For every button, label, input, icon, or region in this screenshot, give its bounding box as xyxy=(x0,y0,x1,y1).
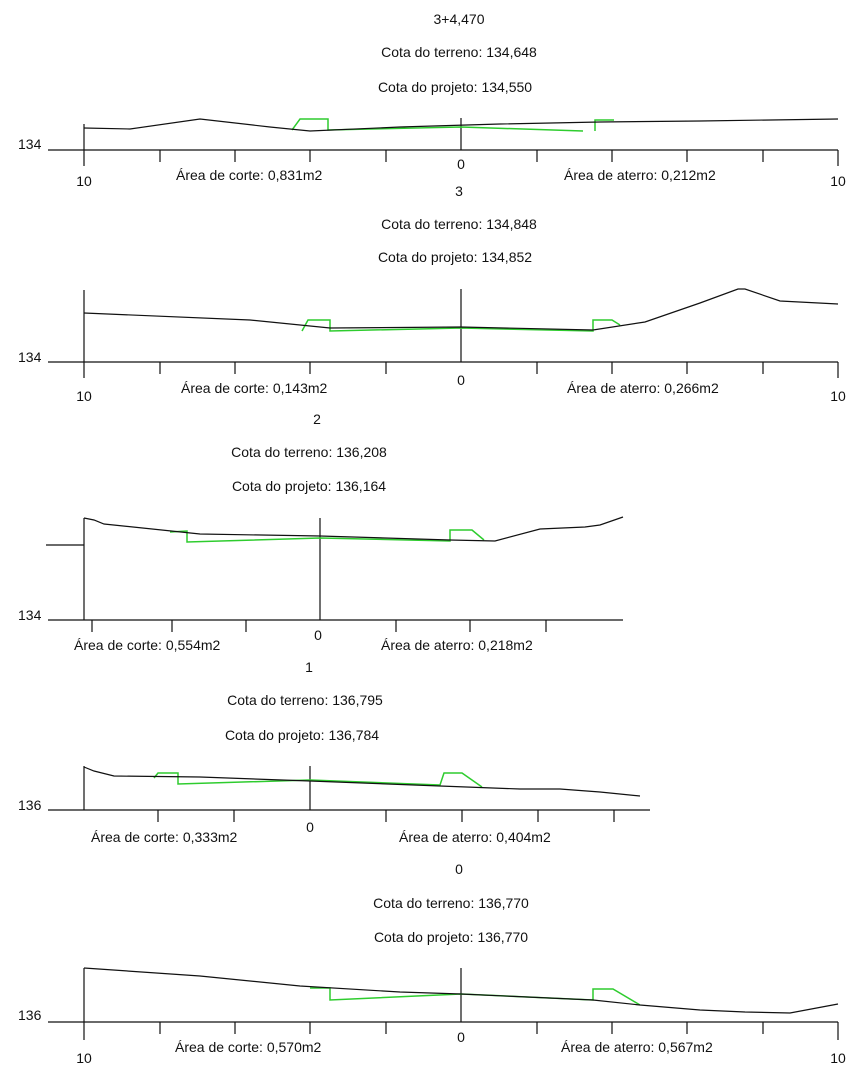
offset-left-label: 10 xyxy=(76,388,92,404)
station-label: 3+4,470 xyxy=(434,11,485,27)
offset-right-label: 10 xyxy=(830,388,846,404)
datum-elevation-label: 134 xyxy=(18,136,42,152)
terrain-elevation-label: Cota do terreno: 136,770 xyxy=(373,895,529,911)
offset-center-label: 0 xyxy=(306,819,314,835)
station-label: 3 xyxy=(455,183,463,199)
offset-center-label: 0 xyxy=(457,1029,465,1045)
datum-elevation-label: 136 xyxy=(18,797,42,813)
section-2: 2 Cota do terreno: 136,208 Cota do proje… xyxy=(18,411,624,653)
fill-area-label: Área de aterro: 0,218m2 xyxy=(381,637,533,653)
design-profile xyxy=(301,319,621,332)
cut-area-label: Área de corte: 0,554m2 xyxy=(74,637,221,653)
terrain-profile xyxy=(83,516,624,542)
cut-area-label: Área de corte: 0,570m2 xyxy=(175,1039,322,1055)
datum-elevation-label: 134 xyxy=(18,607,42,623)
station-ticks xyxy=(83,289,839,378)
offset-center-label: 0 xyxy=(314,627,322,643)
fill-area-label: Área de aterro: 0,567m2 xyxy=(561,1039,713,1055)
terrain-elevation-label: Cota do terreno: 136,208 xyxy=(231,444,387,460)
datum-elevation-label: 134 xyxy=(18,349,42,365)
offset-right-label: 10 xyxy=(830,1050,846,1066)
terrain-profile xyxy=(83,967,839,1014)
station-ticks xyxy=(83,968,839,1040)
section-3: 3 Cota do terreno: 134,848 Cota do proje… xyxy=(18,183,846,404)
terrain-profile xyxy=(83,118,839,132)
design-elevation-label: Cota do projeto: 134,550 xyxy=(378,79,532,95)
offset-center-label: 0 xyxy=(457,156,465,172)
design-profile xyxy=(291,118,584,132)
terrain-elevation-label: Cota do terreno: 136,795 xyxy=(227,692,383,708)
station-label: 2 xyxy=(313,411,321,427)
datum-elevation-label: 136 xyxy=(18,1007,42,1023)
offset-center-label: 0 xyxy=(457,372,465,388)
offset-left-label: 10 xyxy=(76,173,92,189)
station-ticks xyxy=(83,118,839,166)
section-0: 0 Cota do terreno: 136,770 Cota do proje… xyxy=(18,861,846,1066)
cut-area-label: Área de corte: 0,143m2 xyxy=(181,380,328,396)
station-label: 1 xyxy=(305,659,313,675)
cut-area-label: Área de corte: 0,333m2 xyxy=(91,829,238,845)
design-elevation-label: Cota do projeto: 136,770 xyxy=(374,929,528,945)
fill-area-label: Área de aterro: 0,212m2 xyxy=(564,167,716,183)
station-label: 0 xyxy=(455,861,463,877)
terrain-profile xyxy=(83,766,641,797)
offset-left-label: 10 xyxy=(76,1050,92,1066)
offset-right-label: 10 xyxy=(830,173,846,189)
terrain-elevation-label: Cota do terreno: 134,648 xyxy=(381,44,537,60)
section-1: 1 Cota do terreno: 136,795 Cota do proje… xyxy=(18,659,650,845)
cut-area-label: Área de corte: 0,831m2 xyxy=(176,167,323,183)
fill-area-label: Área de aterro: 0,266m2 xyxy=(567,380,719,396)
terrain-profile xyxy=(83,288,839,331)
section-3-4470: 3+4,470 Cota do terreno: 134,648 Cota do… xyxy=(18,11,846,189)
design-profile-right xyxy=(594,119,614,131)
design-elevation-label: Cota do projeto: 136,784 xyxy=(225,727,379,743)
station-ticks xyxy=(83,766,615,822)
fill-area-label: Área de aterro: 0,404m2 xyxy=(399,829,551,845)
station-ticks xyxy=(83,518,547,632)
design-profile xyxy=(310,987,641,1006)
design-profile xyxy=(153,772,483,788)
design-elevation-label: Cota do projeto: 134,852 xyxy=(378,249,532,265)
terrain-elevation-label: Cota do terreno: 134,848 xyxy=(381,216,537,232)
design-elevation-label: Cota do projeto: 136,164 xyxy=(232,478,386,494)
